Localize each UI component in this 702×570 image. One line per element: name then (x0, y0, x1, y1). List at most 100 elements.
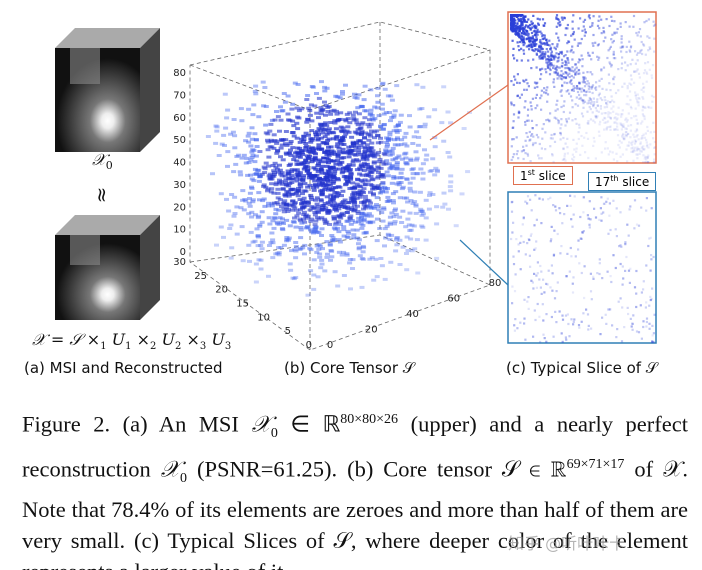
voxel (345, 219, 351, 223)
voxel (224, 116, 230, 120)
voxel (407, 181, 413, 185)
cell (609, 116, 612, 119)
voxel (388, 260, 394, 264)
cell (586, 71, 589, 74)
cell (620, 50, 623, 53)
voxel (267, 244, 272, 247)
cell (624, 131, 627, 134)
cell (556, 45, 559, 48)
cell (531, 35, 534, 38)
c: 0 (270, 426, 278, 441)
voxel (369, 129, 374, 133)
voxel (271, 133, 277, 137)
cell (590, 327, 593, 330)
voxel (282, 174, 288, 178)
cell (578, 82, 581, 85)
cell (588, 96, 591, 100)
voxel (361, 200, 367, 204)
cell (592, 277, 595, 280)
voxel (414, 83, 420, 87)
cell (574, 63, 577, 66)
voxel (321, 184, 327, 188)
voxel (262, 167, 268, 171)
voxel (243, 161, 249, 165)
voxel (298, 219, 304, 223)
voxel (392, 138, 398, 142)
voxel (374, 153, 380, 157)
cell (641, 147, 644, 150)
voxel (205, 135, 211, 138)
voxel (420, 171, 426, 175)
voxel (369, 117, 375, 121)
cell (636, 129, 639, 132)
cell (628, 25, 631, 28)
voxel (289, 249, 294, 253)
cell (635, 53, 639, 56)
cell (562, 136, 565, 140)
voxel (356, 93, 362, 97)
voxel (350, 198, 356, 202)
voxel (253, 172, 259, 176)
cell (622, 125, 625, 128)
voxel (350, 163, 356, 167)
voxel (385, 143, 390, 147)
cell (534, 318, 537, 322)
voxel (358, 168, 364, 172)
cell (550, 54, 553, 57)
cell (576, 86, 579, 89)
voxel (255, 216, 261, 220)
voxel (314, 244, 320, 248)
cell (613, 100, 616, 104)
voxel (319, 216, 325, 220)
voxel (354, 168, 360, 172)
voxel (419, 210, 425, 214)
voxel (278, 105, 283, 109)
voxel (234, 205, 240, 209)
voxel (359, 132, 364, 136)
cell (647, 106, 651, 109)
voxel (392, 109, 398, 113)
voxel (368, 206, 374, 210)
voxel (256, 258, 262, 262)
cell (640, 337, 643, 340)
cell (519, 14, 522, 17)
cell (588, 105, 591, 109)
cell (539, 340, 542, 344)
voxel (441, 85, 447, 89)
cell (581, 65, 584, 68)
voxel (421, 212, 426, 216)
cell (528, 48, 531, 51)
panel-caption: (b) Core Tensor 𝒮 (284, 359, 415, 377)
voxel (309, 230, 315, 234)
voxel (284, 189, 290, 193)
cell (636, 99, 639, 102)
cell (595, 81, 598, 84)
cell (609, 101, 612, 104)
cell (543, 24, 546, 27)
cell (543, 291, 546, 294)
cell (606, 126, 609, 129)
cell (576, 85, 579, 88)
cell (602, 40, 605, 43)
voxel (331, 178, 337, 182)
cell (520, 20, 523, 23)
voxel (283, 193, 289, 197)
voxel (346, 155, 352, 159)
cell (548, 73, 552, 76)
cell (558, 310, 561, 313)
voxel (331, 150, 337, 154)
cell (532, 44, 535, 47)
voxel (301, 213, 307, 217)
voxel (335, 202, 341, 206)
cell (565, 275, 568, 278)
voxel (379, 211, 385, 215)
voxel (382, 277, 388, 281)
cell (646, 129, 649, 132)
cell (559, 212, 562, 215)
cell (535, 82, 538, 85)
voxel (358, 153, 363, 157)
voxel (296, 211, 302, 215)
voxel (335, 153, 341, 157)
voxel (320, 140, 326, 144)
voxel (252, 213, 258, 217)
